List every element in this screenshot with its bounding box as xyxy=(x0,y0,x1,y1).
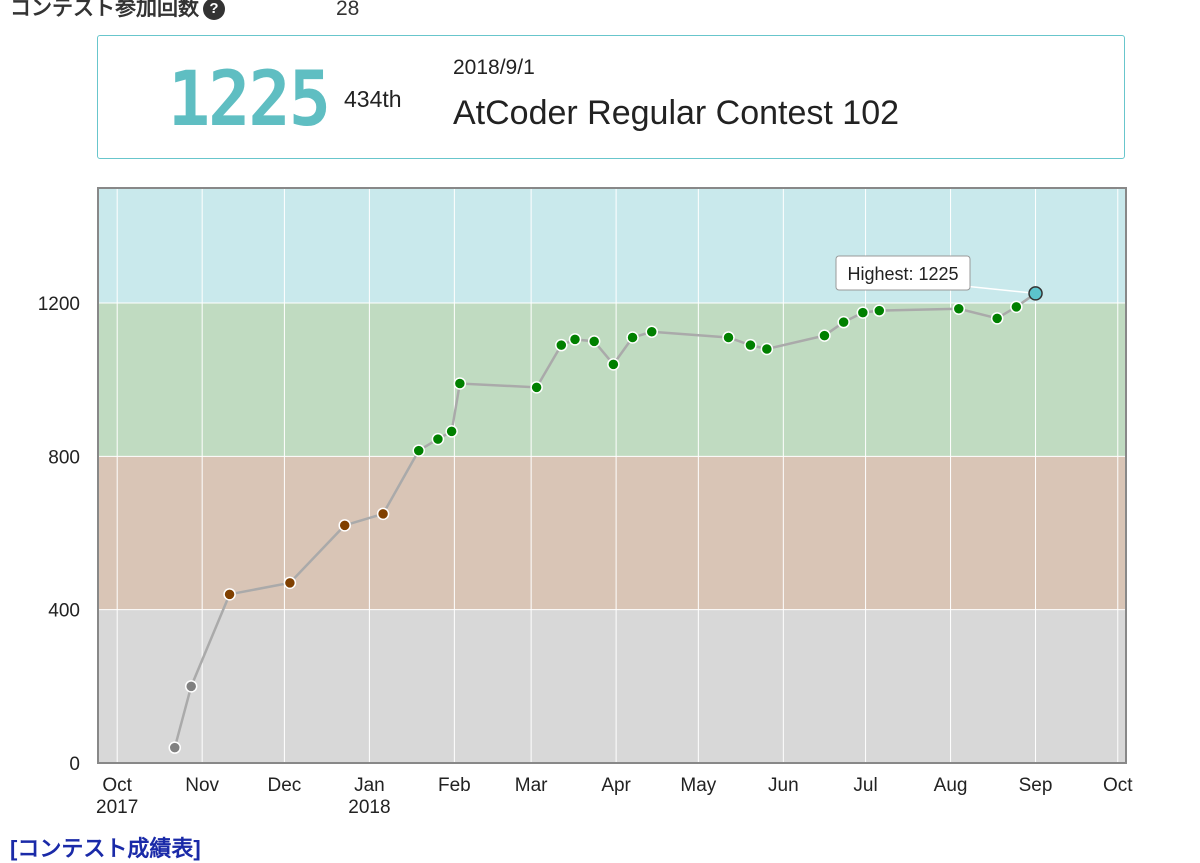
rating-band-0 xyxy=(98,609,1126,763)
contest-rank: 434th xyxy=(344,86,402,112)
rating-band-1 xyxy=(98,456,1126,610)
x-tick-label: Dec xyxy=(268,775,302,796)
x-tick-label: Jan 2018 xyxy=(348,775,390,818)
x-tick-label-line: Jan xyxy=(354,775,385,796)
contest-count-label: コンテスト参加回数 xyxy=(10,0,199,20)
x-tick-label: Oct 2017 xyxy=(96,775,138,818)
x-tick-label: Sep xyxy=(1019,775,1053,796)
contest-count-row: コンテスト参加回数? 28 xyxy=(10,0,359,24)
x-tick-label-line: Jul xyxy=(853,775,877,796)
x-tick-label: Aug xyxy=(934,775,968,796)
rating-point xyxy=(445,425,458,438)
x-tick-label-line: Oct xyxy=(102,775,132,796)
x-tick-label-line: Nov xyxy=(185,775,219,796)
highest-tooltip-text: Highest: 1225 xyxy=(847,264,958,284)
rating-status-box: 1225 434th 2018/9/1 AtCoder Regular Cont… xyxy=(97,35,1125,159)
x-tick-label-line: Aug xyxy=(934,775,968,796)
rating-point xyxy=(431,432,445,446)
rating-point xyxy=(990,312,1004,325)
highest-tooltip-box xyxy=(835,255,971,291)
rating-point xyxy=(587,335,601,348)
rating-point xyxy=(645,325,658,338)
rating-point xyxy=(1028,286,1043,301)
y-tick-label: 1200 xyxy=(38,294,80,315)
x-tick-label-line: Jun xyxy=(768,775,799,796)
rating-point xyxy=(555,338,568,352)
plot-frame xyxy=(97,187,1127,764)
rating-point xyxy=(283,576,297,590)
rating-point xyxy=(184,680,198,693)
x-tick-label: May xyxy=(680,775,716,796)
rating-point xyxy=(856,306,870,319)
x-tick-label-line: Oct xyxy=(1103,775,1133,796)
rating-point xyxy=(453,377,467,390)
y-tick-label: 400 xyxy=(48,601,80,622)
x-tick-label-line: May xyxy=(680,775,716,796)
x-tick-label: Feb xyxy=(438,775,471,796)
rating-point xyxy=(818,329,831,342)
rating-point xyxy=(873,304,886,317)
x-tick-label: Nov xyxy=(185,775,219,796)
contest-count-value: 28 xyxy=(336,0,360,20)
x-tick-label: Apr xyxy=(601,775,631,796)
rating-point xyxy=(760,342,774,356)
x-tick-label-line: 2018 xyxy=(348,797,390,818)
x-tick-label-line: Feb xyxy=(438,775,471,796)
rating-point xyxy=(607,358,620,371)
rating-band-3 xyxy=(98,188,1126,303)
x-tick-label: Oct xyxy=(1103,775,1133,796)
x-tick-label-line: Sep xyxy=(1019,775,1053,796)
current-rating: 1225 xyxy=(168,54,331,143)
x-tick-label-line: Dec xyxy=(268,775,302,796)
rating-point xyxy=(338,519,351,532)
rating-point xyxy=(412,444,425,457)
x-tick-label: Jul xyxy=(853,775,877,796)
y-tick-label: 800 xyxy=(48,447,80,468)
rating-point xyxy=(952,302,966,315)
rating-point xyxy=(626,331,639,344)
contest-name[interactable]: AtCoder Regular Contest 102 xyxy=(453,94,900,132)
rating-point xyxy=(1010,300,1023,314)
rating-point xyxy=(722,331,735,344)
rating-point xyxy=(568,333,582,346)
rating-point xyxy=(744,338,757,352)
tooltip-connector xyxy=(963,285,1036,295)
rating-point xyxy=(223,588,236,601)
x-tick-label-line: 2017 xyxy=(96,797,138,818)
rating-point xyxy=(168,741,182,754)
contest-date: 2018/9/1 xyxy=(453,56,535,79)
x-tick-label-line: Mar xyxy=(515,775,548,796)
rating-point xyxy=(530,381,543,394)
x-tick-label-line: Apr xyxy=(601,775,631,796)
rating-line xyxy=(173,292,1037,748)
x-tick-label: Jun xyxy=(768,775,799,796)
x-tick-label: Mar xyxy=(515,775,548,796)
rating-point xyxy=(376,507,390,521)
help-icon[interactable]: ? xyxy=(203,0,225,20)
rating-band-2 xyxy=(98,303,1126,457)
y-tick-label: 0 xyxy=(69,754,80,775)
rating-point xyxy=(837,315,850,329)
contest-results-link[interactable]: [コンテスト成績表] xyxy=(10,836,201,861)
